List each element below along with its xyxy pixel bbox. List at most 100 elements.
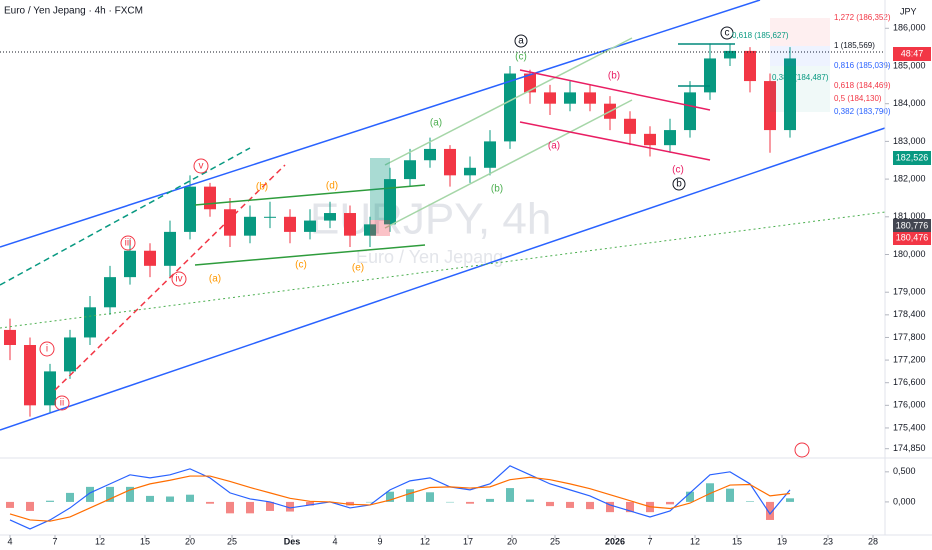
countdown-badge: 48:47 xyxy=(901,48,924,58)
candle-body xyxy=(504,73,516,142)
candle-body xyxy=(164,231,176,266)
wave-label: ii xyxy=(60,398,64,409)
channel-line xyxy=(519,69,711,111)
wave-label: iv xyxy=(175,274,182,285)
histogram-bar xyxy=(86,486,94,502)
histogram-bar xyxy=(106,486,114,502)
axes: 186,000 185,000 184,000 183,000 182,000 181,0… xyxy=(7,23,925,547)
wave-circle xyxy=(120,235,136,251)
flag-line xyxy=(194,244,426,266)
wave-label: (e) xyxy=(352,263,364,274)
badge-bg xyxy=(893,151,931,165)
histogram-bar xyxy=(786,498,794,502)
histogram-bar xyxy=(426,492,434,502)
x-tick-label: 15 xyxy=(732,536,742,546)
wave-label: (c) xyxy=(672,165,684,176)
candle-body xyxy=(344,213,356,236)
histogram-bar xyxy=(486,498,494,502)
fib-label: 0,618 (184,469) xyxy=(834,81,891,90)
candle-body xyxy=(204,186,216,210)
macd-line xyxy=(9,465,791,530)
wave-circle xyxy=(514,34,528,48)
candle-body xyxy=(4,329,16,345)
fib-label: 0,382 (184,487) xyxy=(772,73,829,82)
price-badges: 48:47 182,526 180,776 180,476 xyxy=(893,47,931,245)
histogram-bar xyxy=(706,483,714,502)
badge-bg xyxy=(893,219,931,232)
alert-icon[interactable] xyxy=(794,442,810,458)
candle-body xyxy=(584,92,596,104)
histogram-bar xyxy=(666,501,674,505)
candle-body xyxy=(24,345,36,406)
wave-circle xyxy=(720,26,734,40)
wave-label: c xyxy=(725,28,730,39)
trend-line xyxy=(0,211,886,329)
fib-labels: 1,272 (186,352) 1 (185,569) 0,618 (185,6… xyxy=(732,13,891,116)
histogram-bar xyxy=(466,501,474,504)
candle-body xyxy=(784,58,796,131)
candle-body xyxy=(524,73,536,93)
wave-label: (b) xyxy=(491,184,503,195)
histogram-bar xyxy=(626,501,634,513)
wave-label: (b) xyxy=(608,71,620,82)
candle-body xyxy=(704,58,716,93)
wave-label: (a) xyxy=(209,274,221,285)
wave-circle xyxy=(39,341,55,357)
x-tick-label: 7 xyxy=(647,536,652,546)
x-tick-label: 25 xyxy=(550,536,560,546)
histogram-bar xyxy=(586,501,594,510)
trend-line xyxy=(54,164,286,391)
histogram-bar xyxy=(226,501,234,514)
candle-body xyxy=(84,307,96,338)
histogram-bar xyxy=(566,501,574,508)
chart-title: Euro / Yen Jepang · 4h · FXCM xyxy=(4,6,143,17)
candle-body xyxy=(724,50,736,59)
histogram-bar xyxy=(766,501,774,520)
candle-body xyxy=(64,337,76,372)
candle-body xyxy=(44,371,56,406)
wave-circle xyxy=(171,271,187,287)
candle-body xyxy=(124,250,136,278)
y-tick-label: 180,000 xyxy=(893,249,926,259)
candle-body xyxy=(284,216,296,232)
histogram-bar xyxy=(146,495,154,502)
candle-body xyxy=(424,148,436,161)
x-tick-label: 9 xyxy=(377,536,382,546)
candle-body xyxy=(104,277,116,308)
wave-circles xyxy=(39,26,734,411)
histogram-bar xyxy=(126,486,134,502)
y-tick-label: 179,000 xyxy=(893,287,926,297)
x-tick-label: 23 xyxy=(823,536,833,546)
flag-line xyxy=(194,184,426,206)
y-tick-label: 186,000 xyxy=(893,23,926,33)
fib-label: 0,5 (184,130) xyxy=(834,94,882,103)
histogram-bar xyxy=(386,491,394,502)
y-tick-label: 0,000 xyxy=(893,496,916,506)
y-tick-label: 177,800 xyxy=(893,332,926,342)
histogram-bar xyxy=(506,488,514,502)
y-tick-label: 185,000 xyxy=(893,60,926,70)
y-tick-label: 181,000 xyxy=(893,211,926,221)
fib-label: 1,272 (186,352) xyxy=(834,13,891,22)
fib-zone xyxy=(770,18,830,46)
candle-body xyxy=(144,250,156,266)
badge-bg xyxy=(893,47,931,61)
candle-body xyxy=(244,216,256,236)
candle-body xyxy=(384,179,396,225)
candle-body xyxy=(184,186,196,232)
x-tick-label: 15 xyxy=(140,536,150,546)
x-tick-label: 20 xyxy=(507,536,517,546)
wave-label: (c) xyxy=(295,260,307,271)
candle-body xyxy=(644,133,656,146)
candle-body xyxy=(324,213,336,221)
y-tick-label: 176,000 xyxy=(893,400,926,410)
x-tick-label: 25 xyxy=(227,536,237,546)
wave-labels: a (c) c (b) (a) (c) b (a) (b) v (b) (d) … xyxy=(46,28,730,409)
histogram-bar xyxy=(286,501,294,512)
y-tick-label: 0,500 xyxy=(893,466,916,476)
wave-label: v xyxy=(199,161,204,172)
histogram-bar xyxy=(726,488,734,502)
x-tick-label: 28 xyxy=(868,536,878,546)
wave-label: iii xyxy=(125,238,132,249)
